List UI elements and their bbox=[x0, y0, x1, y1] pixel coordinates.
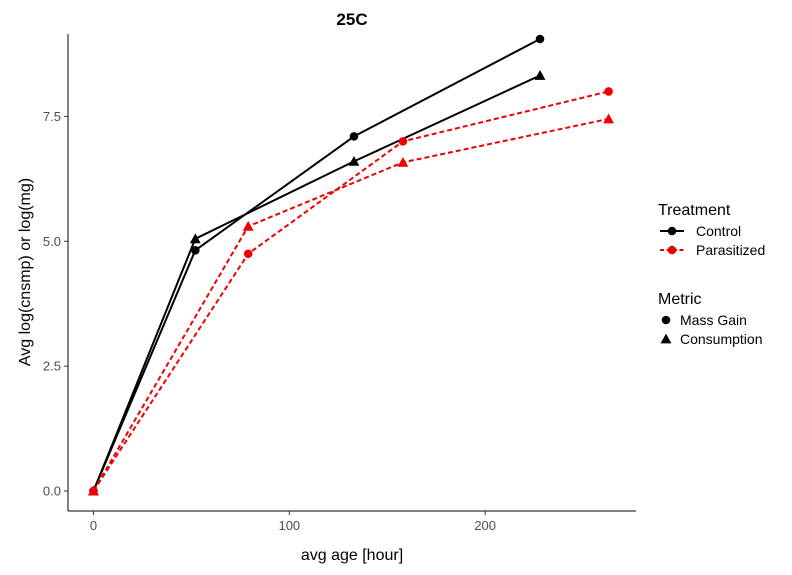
series-layer bbox=[88, 34, 614, 496]
legend-label: Parasitized bbox=[696, 242, 765, 258]
legend-title: Metric bbox=[658, 291, 702, 308]
data-point-triangle bbox=[189, 233, 201, 244]
data-point-circle bbox=[398, 137, 408, 146]
data-point-circle bbox=[191, 245, 200, 255]
data-point-triangle bbox=[242, 220, 254, 231]
data-point-triangle bbox=[397, 156, 409, 167]
series-line bbox=[92, 38, 541, 492]
data-point-triangle bbox=[348, 155, 360, 166]
y-axis-title: Avg log(cnsmp) or log(mg) bbox=[17, 178, 34, 366]
legend: Treatment Control Parasitized Metric Mass Ga… bbox=[658, 202, 765, 347]
series-line bbox=[92, 90, 609, 492]
legend-label: Mass Gain bbox=[680, 312, 747, 328]
y-tick-label: 0.0 bbox=[43, 484, 61, 499]
legend-label: Control bbox=[696, 223, 741, 239]
y-tick-label: 7.5 bbox=[43, 109, 61, 124]
data-point-circle bbox=[604, 87, 613, 96]
series-line bbox=[92, 117, 609, 492]
y-tick-label: 2.5 bbox=[43, 359, 61, 374]
x-tick-label: 0 bbox=[90, 518, 97, 533]
legend-key-marker bbox=[667, 245, 677, 255]
legend-title: Treatment bbox=[658, 202, 731, 219]
x-tick-label: 100 bbox=[278, 518, 300, 533]
data-point-circle bbox=[535, 34, 545, 44]
legend-key-marker bbox=[667, 226, 677, 236]
data-point-circle bbox=[243, 249, 253, 259]
legend-key-marker bbox=[660, 333, 672, 344]
axis-ticks: 0 100 200 0.0 2.5 5.0 7.5 bbox=[43, 109, 496, 533]
x-tick-label: 200 bbox=[474, 518, 496, 533]
data-point-triangle bbox=[88, 485, 99, 496]
legend-key-marker bbox=[661, 315, 671, 325]
y-tick-label: 5.0 bbox=[43, 234, 61, 249]
series-line bbox=[92, 74, 541, 492]
data-point-triangle bbox=[603, 113, 614, 124]
legend-label: Consumption bbox=[680, 331, 763, 347]
data-point-circle bbox=[349, 132, 359, 141]
x-axis-title: avg age [hour] bbox=[301, 547, 403, 564]
data-point-triangle bbox=[534, 70, 546, 80]
chart-title: 25C bbox=[336, 10, 367, 29]
